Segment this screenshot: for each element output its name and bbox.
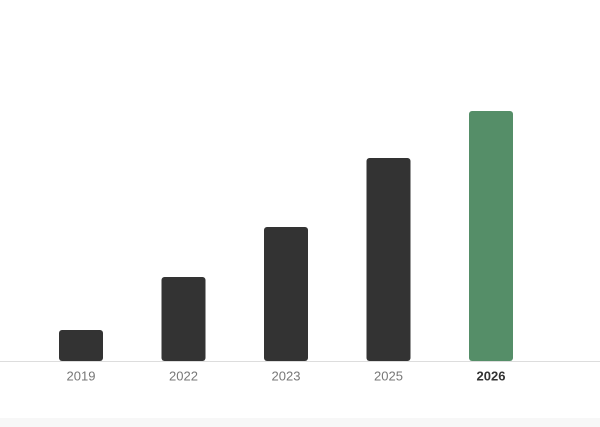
- footer-strip: [0, 418, 600, 427]
- bar: [59, 330, 103, 361]
- x-tick-label: 2022: [169, 368, 198, 383]
- bar: [161, 277, 206, 361]
- x-tick-label: 2025: [374, 368, 403, 383]
- x-tick-label: 2026: [477, 368, 506, 383]
- bar: [469, 111, 513, 361]
- bar: [366, 158, 411, 361]
- x-tick-label: 2023: [272, 368, 301, 383]
- x-tick-label: 2019: [67, 368, 96, 383]
- bar: [264, 227, 308, 361]
